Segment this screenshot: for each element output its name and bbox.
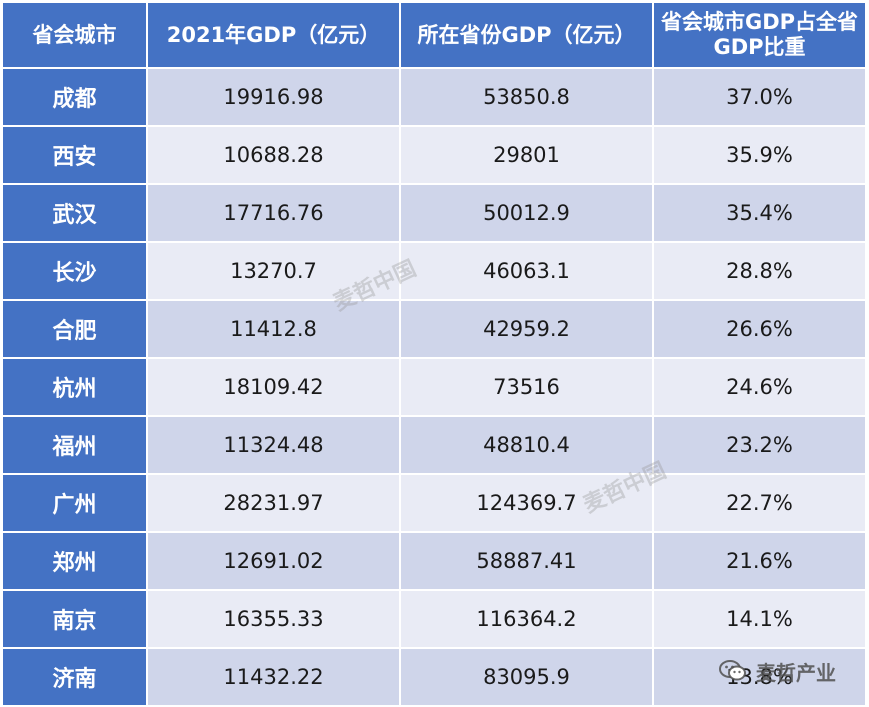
header-ratio: 省会城市GDP占全省GDP比重 — [652, 1, 867, 69]
ratio-cell: 22.7% — [652, 473, 867, 533]
gdp-cell: 18109.42 — [146, 357, 401, 417]
gdp-cell: 11432.22 — [146, 647, 401, 707]
city-cell: 杭州 — [1, 357, 148, 417]
ratio-cell: 35.4% — [652, 183, 867, 243]
brand-label: 麦哲产业 — [756, 660, 836, 685]
header-province-gdp: 所在省份GDP（亿元） — [399, 1, 654, 69]
province-gdp-cell: 83095.9 — [399, 647, 654, 707]
city-cell: 南京 — [1, 589, 148, 649]
table-row: 济南 11432.22 83095.9 13.8% — [1, 647, 867, 707]
ratio-cell: 21.6% — [652, 531, 867, 591]
city-cell: 郑州 — [1, 531, 148, 591]
brand-badge: 麦哲产业 — [718, 656, 836, 686]
ratio-cell: 37.0% — [652, 67, 867, 127]
city-cell: 福州 — [1, 415, 148, 475]
province-gdp-cell: 50012.9 — [399, 183, 654, 243]
table-row: 武汉 17716.76 50012.9 35.4% — [1, 183, 867, 243]
table-row: 成都 19916.98 53850.8 37.0% — [1, 67, 867, 127]
table-row: 南京 16355.33 116364.2 14.1% — [1, 589, 867, 649]
ratio-cell: 26.6% — [652, 299, 867, 359]
gdp-cell: 12691.02 — [146, 531, 401, 591]
gdp-cell: 28231.97 — [146, 473, 401, 533]
province-gdp-cell: 58887.41 — [399, 531, 654, 591]
ratio-cell: 23.2% — [652, 415, 867, 475]
city-cell: 长沙 — [1, 241, 148, 301]
header-city: 省会城市 — [1, 1, 148, 69]
table-row: 西安 10688.28 29801 35.9% — [1, 125, 867, 185]
table-row: 合肥 11412.8 42959.2 26.6% — [1, 299, 867, 359]
gdp-cell: 13270.7 — [146, 241, 401, 301]
province-gdp-cell: 46063.1 — [399, 241, 654, 301]
province-gdp-cell: 42959.2 — [399, 299, 654, 359]
province-gdp-cell: 29801 — [399, 125, 654, 185]
table-row: 杭州 18109.42 73516 24.6% — [1, 357, 867, 417]
table-row: 郑州 12691.02 58887.41 21.6% — [1, 531, 867, 591]
table-header-row: 省会城市 2021年GDP（亿元） 所在省份GDP（亿元） 省会城市GDP占全省… — [1, 1, 867, 69]
province-gdp-cell: 116364.2 — [399, 589, 654, 649]
province-gdp-cell: 48810.4 — [399, 415, 654, 475]
gdp-cell: 11324.48 — [146, 415, 401, 475]
wechat-icon — [718, 658, 748, 684]
gdp-cell: 17716.76 — [146, 183, 401, 243]
city-cell: 西安 — [1, 125, 148, 185]
province-gdp-cell: 73516 — [399, 357, 654, 417]
gdp-cell: 16355.33 — [146, 589, 401, 649]
gdp-cell: 19916.98 — [146, 67, 401, 127]
header-gdp: 2021年GDP（亿元） — [146, 1, 401, 69]
province-gdp-cell: 53850.8 — [399, 67, 654, 127]
ratio-cell: 28.8% — [652, 241, 867, 301]
city-cell: 武汉 — [1, 183, 148, 243]
table-row: 福州 11324.48 48810.4 23.2% — [1, 415, 867, 475]
ratio-cell: 24.6% — [652, 357, 867, 417]
city-cell: 合肥 — [1, 299, 148, 359]
ratio-cell: 14.1% — [652, 589, 867, 649]
gdp-cell: 10688.28 — [146, 125, 401, 185]
city-cell: 成都 — [1, 67, 148, 127]
table-row: 广州 28231.97 124369.7 22.7% — [1, 473, 867, 533]
gdp-cell: 11412.8 — [146, 299, 401, 359]
ratio-cell: 35.9% — [652, 125, 867, 185]
city-cell: 济南 — [1, 647, 148, 707]
province-gdp-cell: 124369.7 — [399, 473, 654, 533]
table-row: 长沙 13270.7 46063.1 28.8% — [1, 241, 867, 301]
city-cell: 广州 — [1, 473, 148, 533]
